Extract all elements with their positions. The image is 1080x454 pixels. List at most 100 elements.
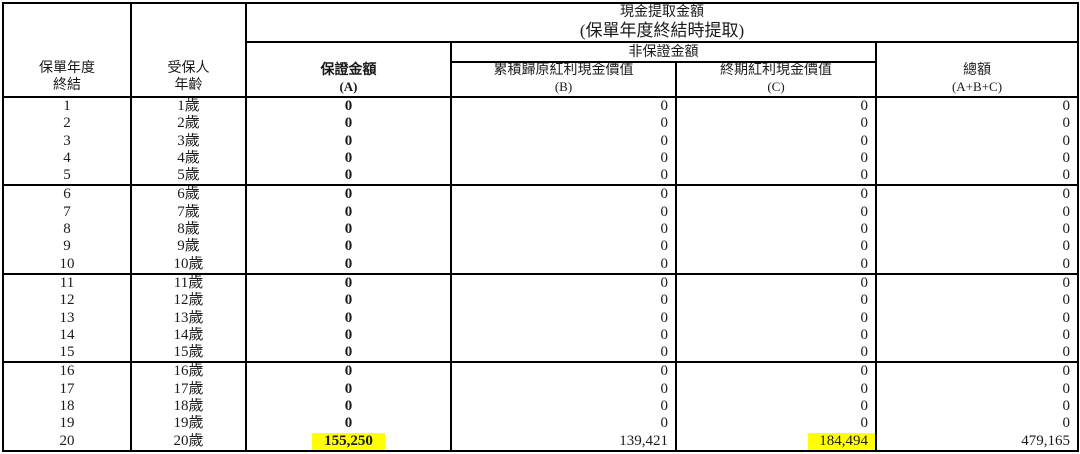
total-amount-cell: 479,165 — [874, 432, 1080, 451]
insured-age-cell: 9歲 — [130, 238, 247, 256]
table-row: 9 9歲 0 0 0 0 — [2, 238, 1080, 256]
total-amount-cell: 0 — [874, 115, 1080, 133]
policy-year-cell: 14 — [2, 326, 132, 345]
accumulated-dividend-cell: 0 — [450, 380, 677, 399]
terminal-dividend-header-line1: 終期紅利現金價值 — [720, 63, 832, 78]
accumulated-dividend-cell: 0 — [450, 361, 677, 381]
terminal-dividend-cell: 0 — [675, 221, 877, 239]
cash-withdrawal-header: 現金提取金額 (保單年度終結時提取) — [244, 2, 1080, 43]
total-amount-cell: 0 — [874, 398, 1080, 416]
policy-year-cell: 8 — [2, 221, 132, 239]
accumulated-dividend-cell: 139,421 — [450, 432, 677, 451]
policy-year-cell: 17 — [2, 380, 132, 399]
total-amount-cell: 0 — [874, 132, 1080, 150]
terminal-dividend-cell: 0 — [675, 97, 877, 116]
accumulated-dividend-cell: 0 — [450, 184, 677, 204]
policy-year-cell: 9 — [2, 238, 132, 256]
insured-age-cell: 2歲 — [130, 115, 247, 133]
guaranteed-amount-cell: 0 — [245, 184, 452, 204]
insured-age-cell: 7歲 — [130, 203, 247, 222]
guaranteed-amount-header-line2: (A) — [339, 79, 358, 94]
guaranteed-amount-cell: 0 — [245, 398, 452, 416]
table-row: 1 1歲 0 0 0 0 — [2, 97, 1080, 116]
insured-age-header-line2: 年齡 — [174, 78, 203, 93]
total-amount-cell: 0 — [874, 97, 1080, 116]
insured-age-cell: 19歲 — [130, 415, 247, 433]
total-amount-header-line2: (A+B+C) — [951, 79, 1003, 94]
insured-age-cell: 4歲 — [130, 149, 247, 168]
total-amount-cell: 0 — [874, 309, 1080, 327]
insured-age-cell: 12歲 — [130, 292, 247, 310]
terminal-dividend-cell: 0 — [675, 398, 877, 416]
guaranteed-amount-cell: 0 — [245, 415, 452, 433]
accumulated-dividend-cell: 0 — [450, 238, 677, 256]
policy-year-cell: 19 — [2, 415, 132, 433]
policy-year-cell: 11 — [2, 272, 132, 293]
total-amount-cell: 0 — [874, 149, 1080, 168]
insured-age-cell: 3歲 — [130, 132, 247, 150]
policy-year-cell: 6 — [2, 184, 132, 204]
accumulated-dividend-cell: 0 — [450, 326, 677, 345]
accumulated-dividend-header-line2: (B) — [554, 79, 573, 94]
cash-withdrawal-header-line1: 現金提取金額 — [620, 4, 704, 20]
terminal-dividend-cell: 0 — [675, 415, 877, 433]
terminal-dividend-cell: 0 — [675, 380, 877, 399]
policy-year-cell: 3 — [2, 132, 132, 150]
table-row: 10 10歲 0 0 0 0 — [2, 255, 1080, 274]
accumulated-dividend-cell: 0 — [450, 203, 677, 222]
insured-age-cell: 17歲 — [130, 380, 247, 399]
policy-year-cell: 13 — [2, 309, 132, 327]
table-row: 7 7歲 0 0 0 0 — [2, 203, 1080, 222]
table-row: 11 11歲 0 0 0 0 — [2, 272, 1080, 293]
total-amount-cell: 0 — [874, 380, 1080, 399]
terminal-dividend-cell: 0 — [675, 167, 877, 186]
guaranteed-amount-cell: 0 — [245, 149, 452, 168]
table-header: 保單年度 終結 受保人 年齡 現金提取金額 (保單年度終結時提取) 保證金額 (… — [2, 2, 1080, 98]
policy-year-cell: 2 — [2, 115, 132, 133]
insured-age-cell: 20歲 — [130, 432, 247, 451]
guaranteed-amount-highlight: 155,250 — [312, 432, 385, 450]
insured-age-cell: 5歲 — [130, 167, 247, 186]
accumulated-dividend-cell: 0 — [450, 415, 677, 433]
policy-year-cell: 12 — [2, 292, 132, 310]
guaranteed-amount-cell: 0 — [245, 97, 452, 116]
total-amount-cell: 0 — [874, 167, 1080, 186]
insured-age-header: 受保人 年齡 — [130, 2, 247, 98]
guaranteed-amount-cell: 0 — [245, 326, 452, 345]
guaranteed-amount-cell: 0 — [245, 238, 452, 256]
terminal-dividend-cell: 0 — [675, 272, 877, 293]
guaranteed-amount-cell: 0 — [245, 361, 452, 381]
policy-year-cell: 18 — [2, 398, 132, 416]
table-row: 14 14歲 0 0 0 0 — [2, 326, 1080, 345]
table-row: 2 2歲 0 0 0 0 — [2, 115, 1080, 133]
insured-age-cell: 8歲 — [130, 221, 247, 239]
accumulated-dividend-cell: 0 — [450, 132, 677, 150]
insured-age-cell: 14歲 — [130, 326, 247, 345]
insured-age-cell: 10歲 — [130, 255, 247, 274]
terminal-dividend-cell: 0 — [675, 203, 877, 222]
table-row: 16 16歲 0 0 0 0 — [2, 361, 1080, 381]
table-row: 4 4歲 0 0 0 0 — [2, 149, 1080, 168]
accumulated-dividend-header: 累積歸原紅利現金價值 (B) — [450, 61, 677, 98]
insured-age-cell: 13歲 — [130, 309, 247, 327]
total-amount-cell: 0 — [874, 272, 1080, 293]
table-row: 5 5歲 0 0 0 0 — [2, 167, 1080, 186]
terminal-dividend-highlight: 184,494 — [808, 432, 874, 450]
non-guaranteed-amount-header: 非保證金額 — [450, 41, 877, 63]
policy-year-cell: 15 — [2, 344, 132, 363]
accumulated-dividend-header-line1: 累積歸原紅利現金價值 — [493, 63, 634, 78]
policy-year-cell: 20 — [2, 432, 132, 451]
terminal-dividend-cell: 0 — [675, 326, 877, 345]
accumulated-dividend-cell: 0 — [450, 292, 677, 310]
total-amount-header-line1: 總額 — [963, 63, 991, 78]
insured-age-cell: 15歲 — [130, 344, 247, 363]
terminal-dividend-cell: 0 — [675, 309, 877, 327]
guaranteed-amount-cell: 0 — [245, 309, 452, 327]
guaranteed-amount-cell: 0 — [245, 203, 452, 222]
total-amount-cell: 0 — [874, 415, 1080, 433]
accumulated-dividend-cell: 0 — [450, 149, 677, 168]
accumulated-dividend-cell: 0 — [450, 97, 677, 116]
guaranteed-amount-cell: 0 — [245, 292, 452, 310]
insured-age-cell: 18歲 — [130, 398, 247, 416]
